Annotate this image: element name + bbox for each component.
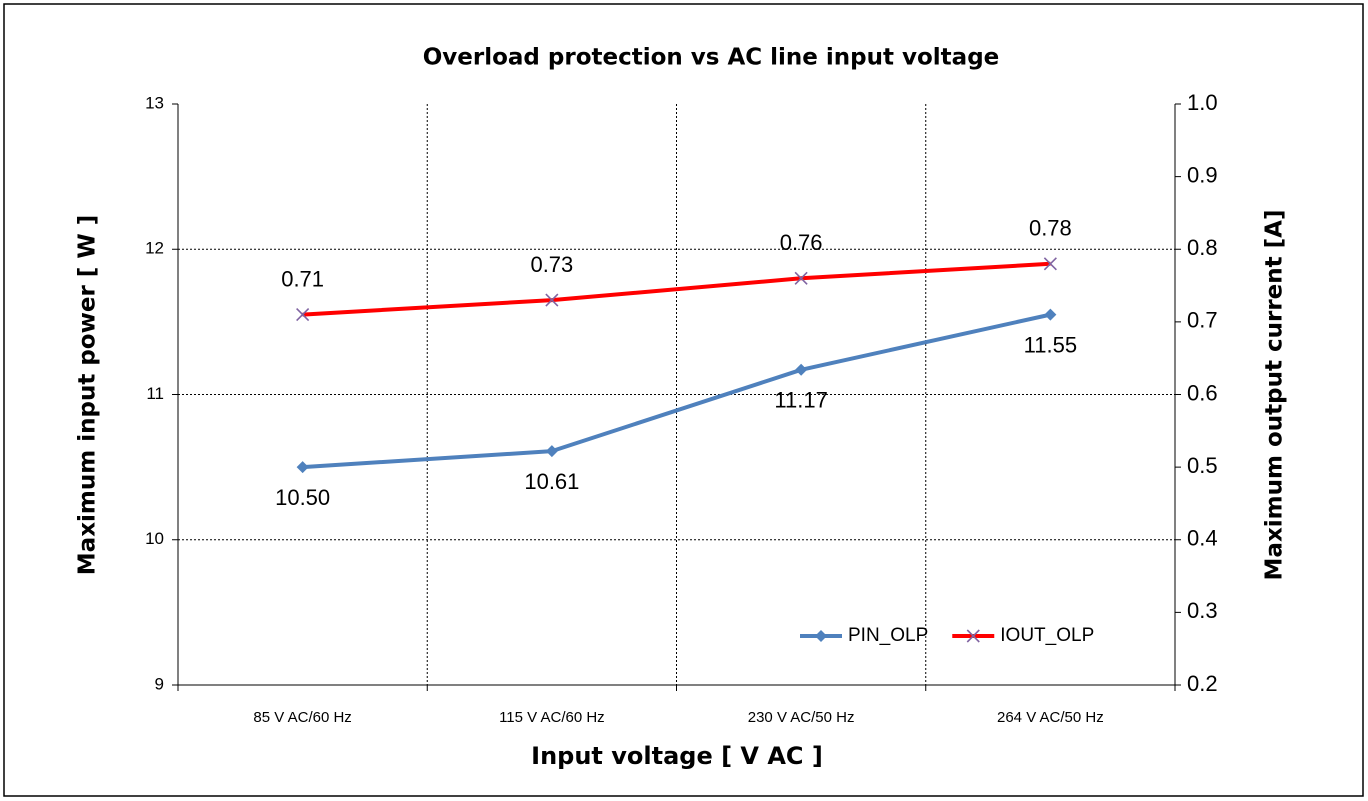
data-label: 0.71 — [281, 266, 324, 291]
x-tick-label: 85 V AC/60 Hz — [253, 709, 351, 726]
data-label: 0.73 — [530, 252, 573, 277]
point-marker — [296, 308, 310, 322]
point-marker — [1043, 257, 1057, 271]
y-tick-label: 13 — [145, 93, 164, 112]
data-label: 10.50 — [275, 485, 330, 510]
data-label: 0.76 — [780, 230, 823, 255]
y2-tick-label: 0.5 — [1187, 453, 1218, 478]
point-marker — [296, 461, 309, 474]
point-marker-x — [545, 293, 559, 307]
legend-item: PIN_OLP — [800, 625, 928, 646]
y-tick-label: 12 — [145, 239, 164, 258]
data-label: 10.61 — [524, 469, 579, 494]
legend-label: PIN_OLP — [848, 625, 928, 646]
legend-item: IOUT_OLP — [952, 625, 1094, 646]
point-marker — [545, 445, 558, 458]
y2-axis-title: Maximum output current [A] — [1262, 210, 1288, 581]
data-label: 11.17 — [774, 388, 827, 413]
series-line — [302, 312, 1051, 470]
y-tick-label: 10 — [145, 529, 164, 548]
series-line — [302, 261, 1051, 317]
y-tick-label: 9 — [155, 674, 164, 693]
data-label: 11.55 — [1024, 332, 1077, 357]
y2-tick-label: 0.7 — [1187, 308, 1218, 333]
point-marker — [966, 629, 980, 643]
y2-tick-label: 0.3 — [1187, 598, 1218, 623]
x-tick-label: 230 V AC/50 Hz — [748, 709, 855, 726]
y-axis-title: Maximum input power [ W ] — [75, 215, 101, 575]
legend-label: IOUT_OLP — [1000, 625, 1094, 646]
y2-tick-label: 0.9 — [1187, 162, 1218, 187]
x-tick-label: 264 V AC/50 Hz — [997, 709, 1104, 726]
y2-tick-label: 0.4 — [1187, 526, 1218, 551]
point-marker-x — [794, 271, 808, 285]
y2-tick-label: 1.0 — [1187, 90, 1218, 115]
point-marker — [794, 271, 808, 285]
chart-border — [3, 3, 1364, 797]
point-marker-x — [1043, 257, 1057, 271]
x-tick-label: 115 V AC/60 Hz — [499, 709, 605, 726]
y2-tick-label: 0.6 — [1187, 380, 1218, 405]
y2-tick-label: 0.8 — [1187, 235, 1218, 260]
y-tick-label: 11 — [146, 384, 164, 403]
y2-tick-label: 0.2 — [1187, 671, 1218, 696]
point-marker — [815, 630, 827, 642]
data-label: 0.78 — [1029, 216, 1072, 241]
x-axis-title: Input voltage [ V AC ] — [531, 742, 823, 770]
chart-title: Overload protection vs AC line input vol… — [423, 45, 1000, 71]
point-marker — [1044, 308, 1057, 321]
point-marker — [545, 293, 559, 307]
point-marker-x — [966, 629, 980, 643]
point-marker — [795, 363, 808, 376]
point-marker-x — [296, 308, 310, 322]
